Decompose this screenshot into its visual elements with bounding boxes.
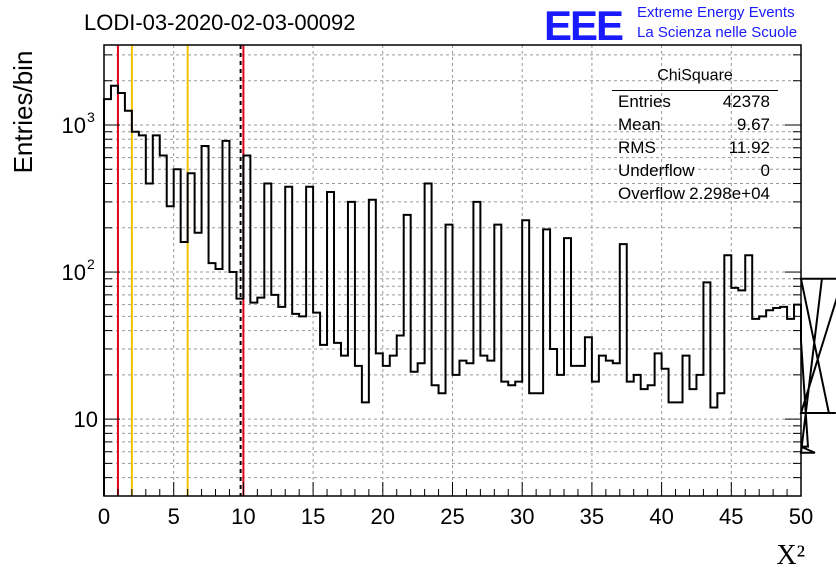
x-tick-label: 10 bbox=[231, 504, 255, 529]
logo-line2: La Scienza nelle Scuole bbox=[637, 24, 798, 41]
stat-row-rms: RMS 11.92 bbox=[618, 138, 770, 160]
x-tick-label: 45 bbox=[719, 504, 743, 529]
y-tick-exponent: 3 bbox=[87, 109, 95, 125]
stats-title: ChiSquare bbox=[657, 67, 733, 84]
x-tick-label: 40 bbox=[649, 504, 673, 529]
stat-value: 11.92 bbox=[728, 138, 770, 157]
x-tick-label: 5 bbox=[168, 504, 180, 529]
stat-value: 0 bbox=[760, 161, 770, 180]
stat-value: 9.67 bbox=[736, 115, 770, 134]
x-tick-label: 30 bbox=[510, 504, 534, 529]
run-title: LODI-03-2020-02-03-00092 bbox=[84, 10, 356, 35]
y-tick-label: 10 bbox=[74, 407, 98, 432]
x-tick-label: 20 bbox=[371, 504, 395, 529]
stats-divider bbox=[612, 90, 778, 91]
stat-name: Mean bbox=[618, 115, 661, 134]
histogram-step-line bbox=[103, 84, 836, 496]
y-axis-label: Entries/bin bbox=[8, 51, 38, 174]
stat-name: Overflow bbox=[618, 184, 686, 203]
x-tick-label: 0 bbox=[98, 504, 110, 529]
axis-ticks bbox=[103, 54, 802, 497]
x-axis-label: X² bbox=[776, 540, 805, 571]
eee-logo: EEE bbox=[544, 2, 624, 49]
stat-name: RMS bbox=[618, 138, 656, 157]
stats-box: ChiSquare Entries 42378 Mean 9.67 RMS 11… bbox=[612, 67, 778, 207]
stat-value: 2.298e+04 bbox=[689, 184, 770, 203]
y-tick-label: 10 bbox=[62, 260, 86, 285]
y-tick-label: 10 bbox=[62, 113, 86, 138]
stat-row-entries: Entries 42378 bbox=[618, 92, 770, 114]
stat-row-mean: Mean 9.67 bbox=[618, 115, 770, 137]
reference-lines bbox=[116, 45, 245, 496]
stat-name: Underflow bbox=[618, 161, 695, 180]
y-tick-exponent: 2 bbox=[87, 256, 95, 272]
x-tick-label: 50 bbox=[789, 504, 813, 529]
histogram-series bbox=[103, 84, 836, 496]
stat-row-underflow: Underflow 0 bbox=[618, 161, 770, 183]
stat-name: Entries bbox=[618, 92, 671, 111]
x-tick-label: 25 bbox=[440, 504, 464, 529]
logo-line1: Extreme Energy Events bbox=[637, 4, 795, 21]
stat-row-overflow: Overflow 2.298e+04 bbox=[618, 184, 770, 206]
stat-value: 42378 bbox=[722, 92, 770, 111]
x-tick-label: 35 bbox=[580, 504, 604, 529]
x-tick-label: 15 bbox=[301, 504, 325, 529]
